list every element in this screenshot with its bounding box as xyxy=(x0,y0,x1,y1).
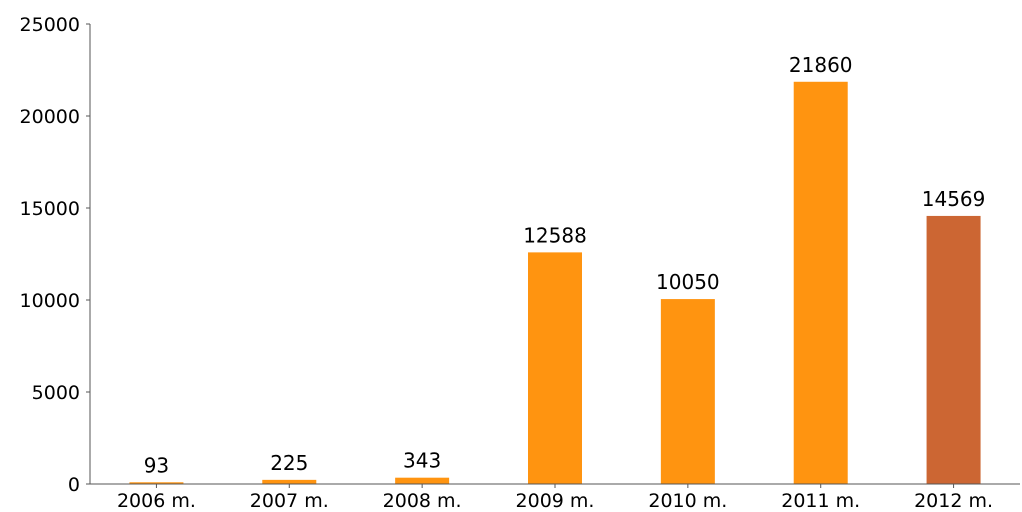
bar-2010-m xyxy=(660,299,715,484)
x-tick-label: 2012 m. xyxy=(914,490,993,512)
bar-2011-m xyxy=(793,81,848,484)
data-label: 225 xyxy=(270,451,308,475)
y-tick-label: 5000 xyxy=(32,382,80,404)
data-label: 10050 xyxy=(656,270,720,294)
x-tick-label: 2010 m. xyxy=(648,490,727,512)
y-tick-label: 0 xyxy=(68,474,80,496)
bars xyxy=(129,81,981,484)
y-axis-ticks: 0 5000 10000 15000 20000 25000 xyxy=(20,14,90,496)
data-label: 93 xyxy=(144,453,169,477)
y-tick-label: 20000 xyxy=(20,106,80,128)
x-tick-label: 2007 m. xyxy=(250,490,329,512)
y-tick-label: 15000 xyxy=(20,198,80,220)
x-tick-label: 2011 m. xyxy=(781,490,860,512)
bar-2007-m xyxy=(262,479,317,484)
data-label: 12588 xyxy=(523,223,587,247)
x-tick-label: 2006 m. xyxy=(117,490,196,512)
data-labels: 93 225 343 12588 10050 21860 14569 xyxy=(144,53,986,478)
x-axis-ticks: 2006 m. 2007 m. 2008 m. 2009 m. 2010 m. 2011 … xyxy=(117,484,993,512)
y-tick-label: 10000 xyxy=(20,290,80,312)
bar-2008-m xyxy=(395,477,450,484)
y-tick-label: 25000 xyxy=(20,14,80,36)
data-label: 343 xyxy=(403,449,441,473)
data-label: 14569 xyxy=(922,187,986,211)
bar-2009-m xyxy=(528,252,582,484)
x-tick-label: 2009 m. xyxy=(516,490,595,512)
bar-2006-m xyxy=(129,482,184,484)
bar-2012-m xyxy=(926,215,981,484)
data-label: 21860 xyxy=(789,53,853,77)
x-tick-label: 2008 m. xyxy=(383,490,462,512)
